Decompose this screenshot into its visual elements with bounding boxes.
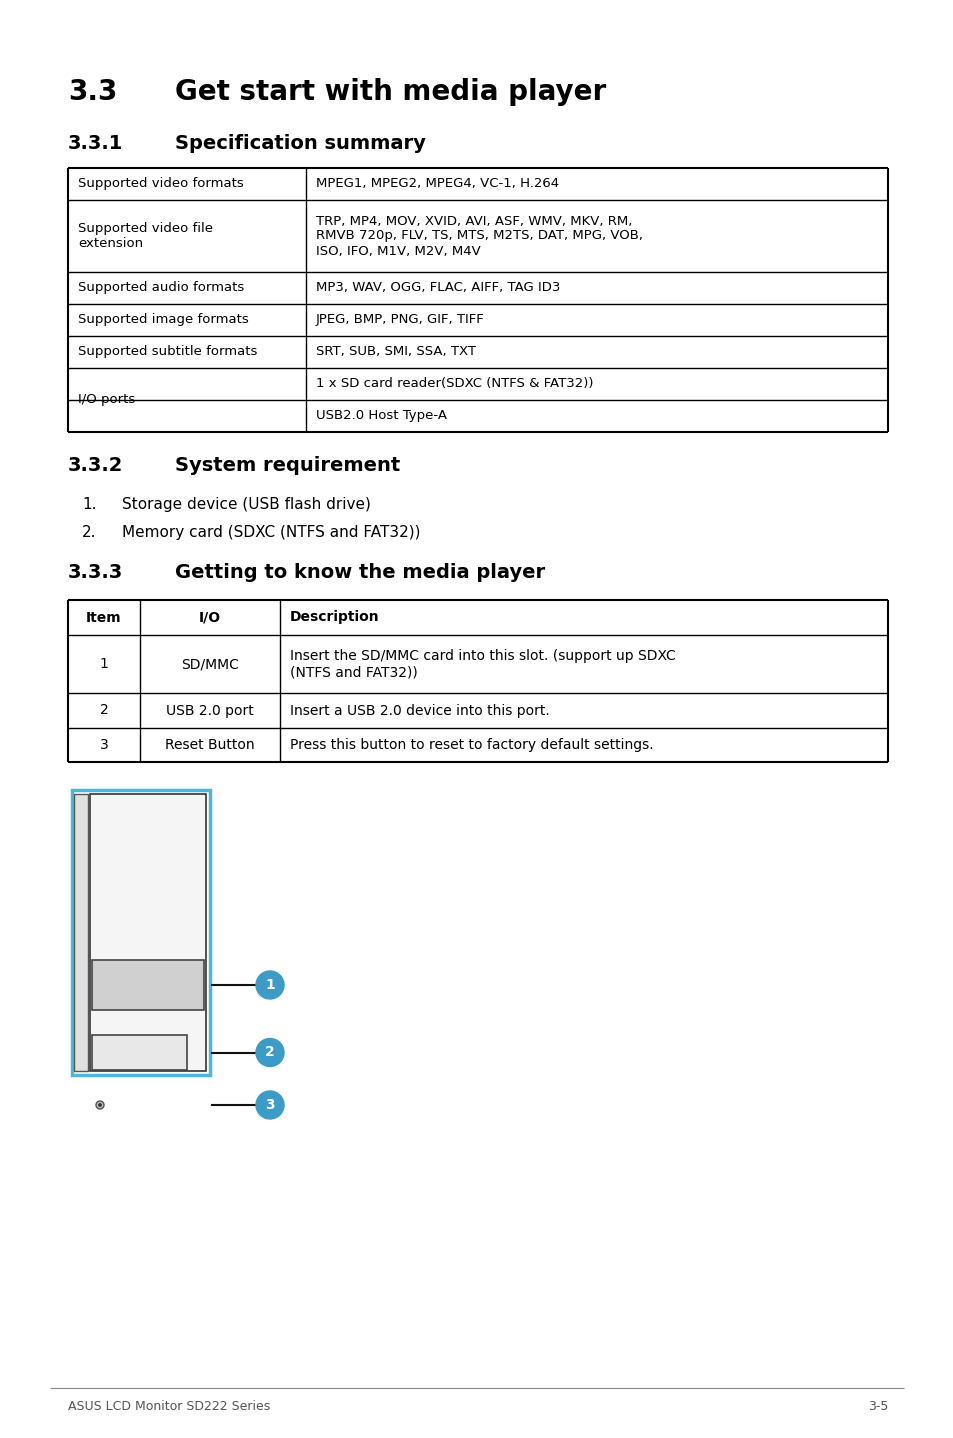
Text: 3.3.2: 3.3.2 xyxy=(68,456,123,475)
Text: 3.3.3: 3.3.3 xyxy=(68,564,123,582)
Text: Item: Item xyxy=(86,611,122,624)
Text: Insert a USB 2.0 device into this port.: Insert a USB 2.0 device into this port. xyxy=(290,703,549,718)
Bar xyxy=(90,794,206,1071)
Text: Supported audio formats: Supported audio formats xyxy=(78,282,244,295)
Text: Supported video formats: Supported video formats xyxy=(78,177,244,190)
Text: Specification summary: Specification summary xyxy=(174,134,425,152)
Text: Reset Button: Reset Button xyxy=(165,738,254,752)
Text: 2: 2 xyxy=(265,1045,274,1060)
Text: MPEG1, MPEG2, MPEG4, VC-1, H.264: MPEG1, MPEG2, MPEG4, VC-1, H.264 xyxy=(315,177,558,190)
Text: System requirement: System requirement xyxy=(174,456,400,475)
Circle shape xyxy=(255,1091,284,1119)
Text: 3: 3 xyxy=(99,738,109,752)
Text: USB 2.0 port: USB 2.0 port xyxy=(166,703,253,718)
Text: 1: 1 xyxy=(99,657,109,672)
Text: Supported subtitle formats: Supported subtitle formats xyxy=(78,345,257,358)
Text: SRT, SUB, SMI, SSA, TXT: SRT, SUB, SMI, SSA, TXT xyxy=(315,345,476,358)
Text: 3.3.1: 3.3.1 xyxy=(68,134,123,152)
Text: Description: Description xyxy=(290,611,379,624)
Text: 3-5: 3-5 xyxy=(866,1401,887,1414)
Text: TRP, MP4, MOV, XVID, AVI, ASF, WMV, MKV, RM,
RMVB 720p, FLV, TS, MTS, M2TS, DAT,: TRP, MP4, MOV, XVID, AVI, ASF, WMV, MKV,… xyxy=(315,214,642,257)
Text: Storage device (USB flash drive): Storage device (USB flash drive) xyxy=(122,498,371,512)
Text: JPEG, BMP, PNG, GIF, TIFF: JPEG, BMP, PNG, GIF, TIFF xyxy=(315,313,484,326)
Circle shape xyxy=(98,1103,101,1106)
Text: SD/MMC: SD/MMC xyxy=(181,657,238,672)
Text: 2: 2 xyxy=(99,703,109,718)
Bar xyxy=(71,789,210,1076)
Text: Supported video file
extension: Supported video file extension xyxy=(78,221,213,250)
Bar xyxy=(91,961,204,1009)
Text: MP3, WAV, OGG, FLAC, AIFF, TAG ID3: MP3, WAV, OGG, FLAC, AIFF, TAG ID3 xyxy=(315,282,559,295)
Text: Memory card (SDXC (NTFS and FAT32)): Memory card (SDXC (NTFS and FAT32)) xyxy=(122,525,420,541)
Text: 1.: 1. xyxy=(82,498,96,512)
Text: Press this button to reset to factory default settings.: Press this button to reset to factory de… xyxy=(290,738,653,752)
Text: 3: 3 xyxy=(265,1099,274,1112)
Text: 3.3: 3.3 xyxy=(68,78,117,106)
Text: Supported image formats: Supported image formats xyxy=(78,313,249,326)
Text: Insert the SD/MMC card into this slot. (support up SDXC
(NTFS and FAT32)): Insert the SD/MMC card into this slot. (… xyxy=(290,649,675,679)
Circle shape xyxy=(255,971,284,999)
Text: I/O ports: I/O ports xyxy=(78,394,135,407)
Text: Getting to know the media player: Getting to know the media player xyxy=(174,564,544,582)
Text: USB2.0 Host Type-A: USB2.0 Host Type-A xyxy=(315,410,447,423)
Circle shape xyxy=(96,1102,104,1109)
Circle shape xyxy=(255,1038,284,1067)
Text: ASUS LCD Monitor SD222 Series: ASUS LCD Monitor SD222 Series xyxy=(68,1401,270,1414)
Text: 2.: 2. xyxy=(82,525,96,541)
Bar xyxy=(91,1035,187,1070)
Text: Get start with media player: Get start with media player xyxy=(174,78,605,106)
Text: 1: 1 xyxy=(265,978,274,992)
Bar xyxy=(74,794,88,1071)
Text: 1 x SD card reader(SDXC (NTFS & FAT32)): 1 x SD card reader(SDXC (NTFS & FAT32)) xyxy=(315,378,593,391)
Text: I/O: I/O xyxy=(199,611,221,624)
